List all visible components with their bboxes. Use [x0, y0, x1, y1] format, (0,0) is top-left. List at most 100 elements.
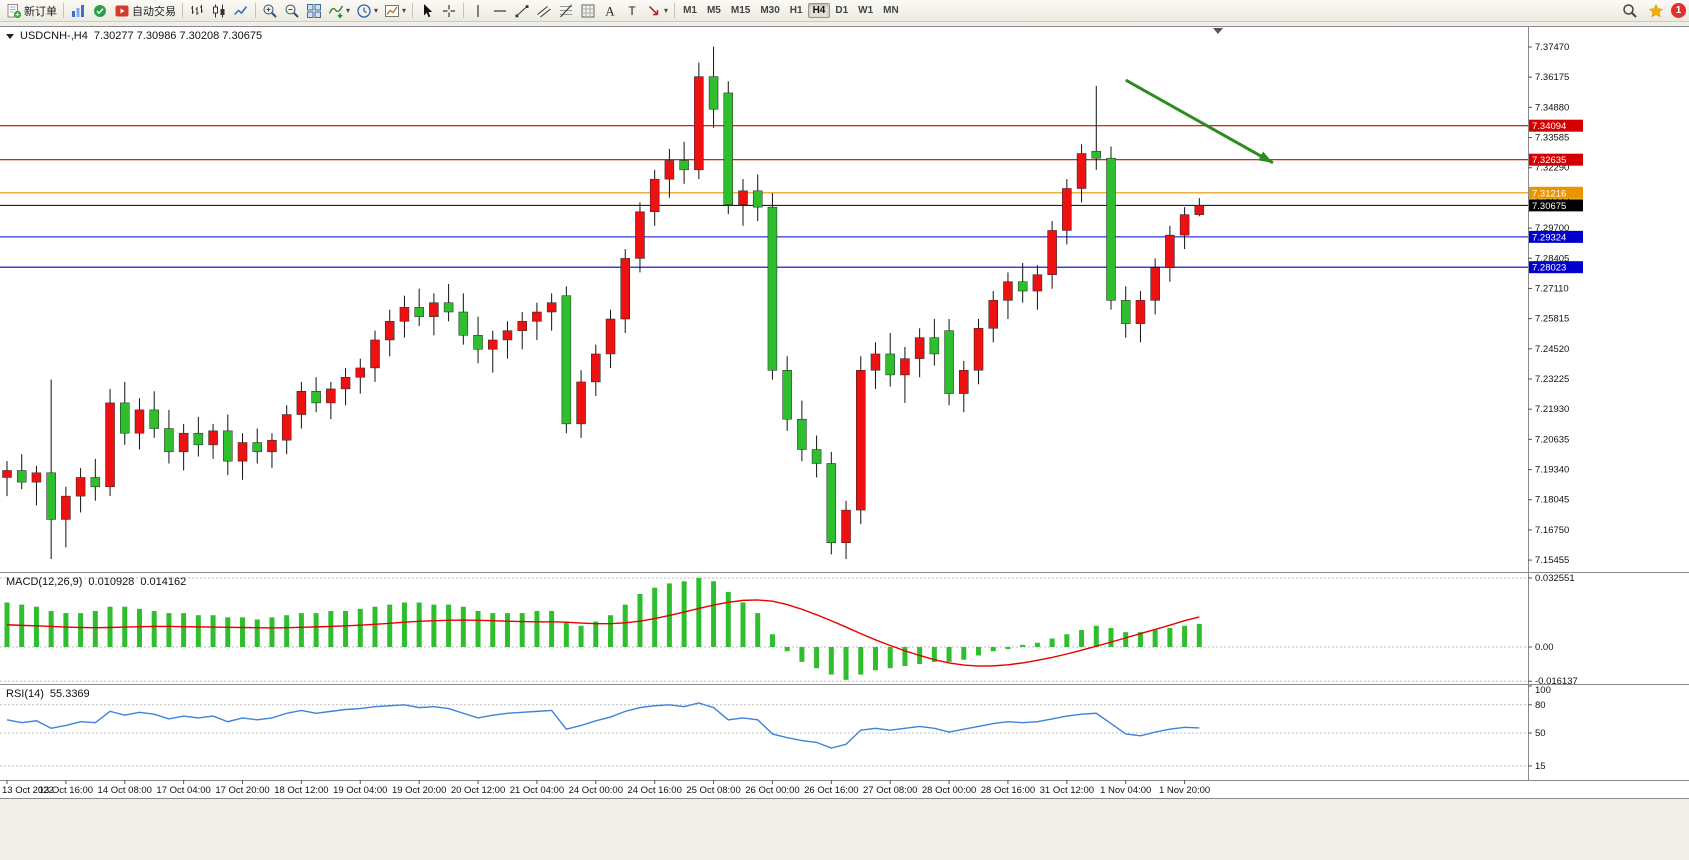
market-watch-button[interactable] [89, 0, 111, 21]
main-toolbar: 新订单 自动交易 ▾ ▾ ▾ A T ▾ M1 M5 M15 M30 H1 H4 D1 W1 MN 1 [0, 0, 1689, 22]
svg-text:7.31216: 7.31216 [1532, 188, 1566, 199]
timeframe-d1-button[interactable]: D1 [835, 5, 849, 16]
cursor-button[interactable] [416, 0, 438, 21]
svg-text:7.28405: 7.28405 [1535, 253, 1569, 264]
star-icon [1648, 3, 1664, 17]
price-badge: 7.30675 [1529, 199, 1583, 212]
svg-text:13 Oct 2022: 13 Oct 2022 [2, 785, 54, 796]
text-label-button[interactable]: T [621, 0, 643, 21]
toolbar-separator [412, 3, 414, 18]
chart-window: 7.374707.361757.348807.335857.322907.309… [0, 22, 1689, 860]
timeframe-mn-button[interactable]: MN [883, 5, 899, 16]
price-badge: 7.28023 [1529, 261, 1583, 274]
price-badge: 7.34094 [1529, 119, 1583, 132]
svg-text:7.23225: 7.23225 [1535, 374, 1569, 385]
timeframe-m5-button[interactable]: M5 [706, 5, 721, 16]
timeframe-h1-button[interactable]: H1 [789, 5, 803, 16]
horizontal-line-button[interactable] [489, 0, 511, 21]
svg-text:-0.016137: -0.016137 [1535, 676, 1578, 687]
timeframe-h4-button[interactable]: H4 [807, 3, 831, 18]
timeframe-w1-button[interactable]: W1 [858, 5, 874, 16]
line-icon [233, 5, 248, 15]
crosshair-button[interactable] [438, 0, 460, 21]
trend-arrow[interactable] [1124, 78, 1274, 165]
autotrading-icon [115, 5, 129, 16]
svg-text:7.18045: 7.18045 [1535, 495, 1569, 506]
price-badge: 7.29324 [1529, 230, 1583, 243]
toolbar-separator [63, 3, 64, 18]
indicators-icon [328, 5, 344, 18]
timeframe-m30-button[interactable]: M30 [760, 5, 780, 16]
new-order-icon [7, 3, 22, 18]
hline-icon [494, 9, 507, 12]
svg-text:14 Oct 08:00: 14 Oct 08:00 [98, 785, 152, 796]
line-chart-button[interactable] [230, 0, 252, 21]
zoom-out-icon [285, 4, 299, 18]
svg-text:0.032551: 0.032551 [1535, 573, 1575, 584]
svg-text:25 Oct 08:00: 25 Oct 08:00 [686, 785, 740, 796]
svg-text:26 Oct 00:00: 26 Oct 00:00 [745, 785, 799, 796]
search-icon [1623, 3, 1637, 18]
svg-text:7.30675: 7.30675 [1532, 201, 1566, 212]
svg-text:7.36175: 7.36175 [1535, 72, 1569, 83]
new-order-button[interactable]: 新订单 [3, 0, 60, 21]
svg-text:7.24520: 7.24520 [1535, 344, 1569, 355]
arrow-icon [649, 5, 659, 15]
indicators-button[interactable]: ▾ [325, 0, 353, 21]
svg-text:7.33585: 7.33585 [1535, 133, 1569, 144]
chart-canvas[interactable]: 7.374707.361757.348807.335857.322907.309… [0, 22, 1689, 802]
tile-windows-button[interactable] [303, 0, 325, 21]
templates-button[interactable]: ▾ [381, 0, 409, 21]
candlestick-chart-button[interactable] [208, 0, 230, 21]
crosshair-icon [443, 4, 456, 17]
fibo-icon [560, 4, 573, 17]
candles-icon [213, 4, 225, 17]
timeframe-m1-button[interactable]: M1 [683, 5, 697, 16]
fibonacci-button[interactable] [555, 0, 577, 21]
notification-badge[interactable]: 1 [1671, 3, 1686, 18]
svg-text:7.34094: 7.34094 [1532, 121, 1566, 132]
svg-text:15: 15 [1535, 761, 1546, 772]
periods-button[interactable]: ▾ [353, 0, 381, 21]
svg-text:7.28023: 7.28023 [1532, 263, 1566, 274]
tile-icon [307, 3, 321, 18]
charts-button[interactable] [67, 0, 89, 21]
price-badge: 7.32635 [1529, 153, 1583, 166]
search-button[interactable] [1619, 0, 1641, 21]
shapes-button[interactable] [577, 0, 599, 21]
svg-text:1 Nov 20:00: 1 Nov 20:00 [1159, 785, 1210, 796]
svg-text:A: A [605, 3, 615, 18]
zoom-in-button[interactable] [259, 0, 281, 21]
chart-shift-marker[interactable] [1213, 28, 1223, 34]
macd-pane: 0.032551 0.00 -0.016137 [4, 573, 1578, 687]
timeframe-m15-button[interactable]: M15 [730, 5, 751, 16]
svg-text:80: 80 [1535, 700, 1546, 711]
svg-text:7.29324: 7.29324 [1532, 232, 1566, 243]
label-icon: T [628, 4, 636, 18]
text-button[interactable]: A [599, 0, 621, 21]
svg-text:100: 100 [1535, 685, 1551, 696]
svg-text:7.32635: 7.32635 [1532, 155, 1566, 166]
svg-text:7.37470: 7.37470 [1535, 42, 1569, 53]
svg-text:7.15455: 7.15455 [1535, 555, 1569, 566]
arrows-button[interactable]: ▾ [643, 0, 671, 21]
svg-text:7.32290: 7.32290 [1535, 163, 1569, 174]
svg-text:13 Oct 16:00: 13 Oct 16:00 [39, 785, 93, 796]
equidistant-channel-button[interactable] [533, 0, 555, 21]
vertical-line-button[interactable] [467, 0, 489, 21]
trendline-button[interactable] [511, 0, 533, 21]
charts-icon [72, 4, 84, 17]
autotrading-button[interactable]: 自动交易 [111, 0, 179, 21]
zoom-out-button[interactable] [281, 0, 303, 21]
bar-chart-button[interactable] [186, 0, 208, 21]
rsi-pane: 100 80 50 15 [6, 685, 1551, 772]
toolbar-separator [182, 3, 183, 18]
svg-text:7.20635: 7.20635 [1535, 434, 1569, 445]
template-icon [385, 4, 400, 17]
toolbar-separator [255, 3, 256, 18]
svg-text:7.16750: 7.16750 [1535, 525, 1569, 536]
svg-text:28 Oct 00:00: 28 Oct 00:00 [922, 785, 976, 796]
svg-text:27 Oct 08:00: 27 Oct 08:00 [863, 785, 917, 796]
favorites-button[interactable] [1645, 0, 1667, 21]
